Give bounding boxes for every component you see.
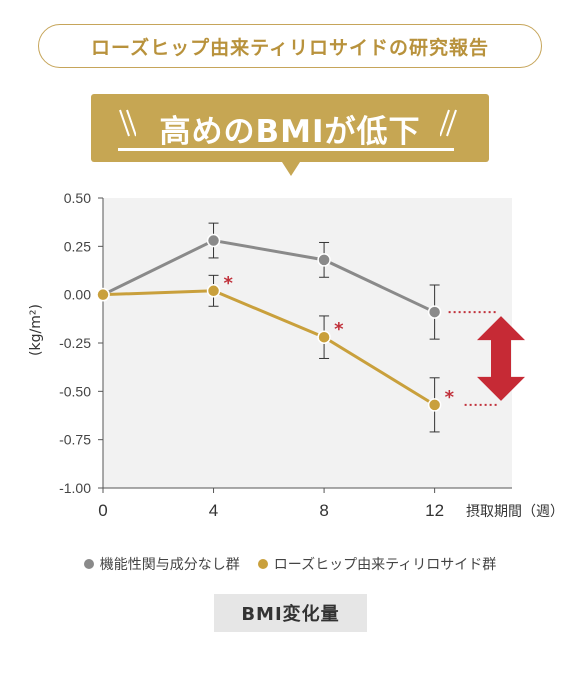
bmi-line-chart: 0.50 0.25 0.00 -0.25 -0.50 -0.75 -1.00 0 4 8 12 摂取期… [28, 190, 564, 520]
legend-label-control: 機能性関与成分なし群 [99, 557, 240, 573]
data-point-tiliroside [317, 330, 331, 344]
significance-mark: * [334, 319, 344, 340]
data-point-tiliroside [206, 284, 221, 298]
x-tick-label: 0 [98, 501, 107, 520]
legend-swatch-control [83, 559, 94, 569]
banner-pointer [282, 162, 300, 176]
headline-text: 高めのBMIが低下 [159, 114, 421, 150]
y-tick-label: -1.00 [59, 480, 91, 496]
headline-banner: 高めのBMIが低下 [91, 94, 489, 162]
data-point-control [317, 253, 331, 267]
y-tick-label: 0.50 [64, 190, 91, 206]
x-tick-label: 8 [319, 501, 328, 520]
plot-background [103, 198, 512, 488]
y-tick-label: -0.75 [59, 432, 91, 448]
series-line-control [102, 238, 436, 314]
data-point-tiliroside [96, 287, 110, 302]
chart-caption: BMI変化量 [214, 594, 367, 632]
study-report-title-text: ローズヒップ由来ティリロサイドの研究報告 [91, 36, 489, 59]
significance-mark: * [445, 387, 455, 408]
y-tick-label: 0.25 [64, 238, 91, 254]
right-accent-lines [440, 109, 457, 137]
x-tick-label: 4 [209, 501, 218, 520]
legend-item-control: 機能性関与成分なし群 [83, 554, 240, 574]
chart-legend: 機能性関与成分なし群 ローズヒップ由来ティリロサイド群 [0, 554, 580, 574]
series-line-tiliroside [102, 289, 436, 407]
data-point-control [427, 305, 442, 319]
significance-mark: * [224, 273, 234, 294]
difference-arrow [477, 316, 525, 401]
legend-swatch-tiliroside [257, 559, 268, 569]
data-point-tiliroside [427, 398, 442, 412]
x-axis-label: 摂取期間（週） [466, 504, 564, 520]
y-tick-label: -0.50 [59, 383, 91, 399]
left-accent-lines [119, 109, 136, 137]
legend-item-tiliroside: ローズヒップ由来ティリロサイド群 [257, 554, 497, 574]
legend-label-tiliroside: ローズヒップ由来ティリロサイド群 [273, 557, 497, 573]
data-point-control [206, 233, 221, 248]
chart-caption-text: BMI変化量 [241, 604, 340, 625]
study-report-title: ローズヒップ由来ティリロサイドの研究報告 [38, 24, 542, 68]
x-tick-label: 12 [425, 501, 444, 520]
y-axis-label: (kg/m²) [28, 304, 44, 356]
y-tick-label: -0.25 [59, 335, 91, 351]
headline-underline [118, 148, 454, 151]
y-tick-label: 0.00 [64, 287, 91, 303]
